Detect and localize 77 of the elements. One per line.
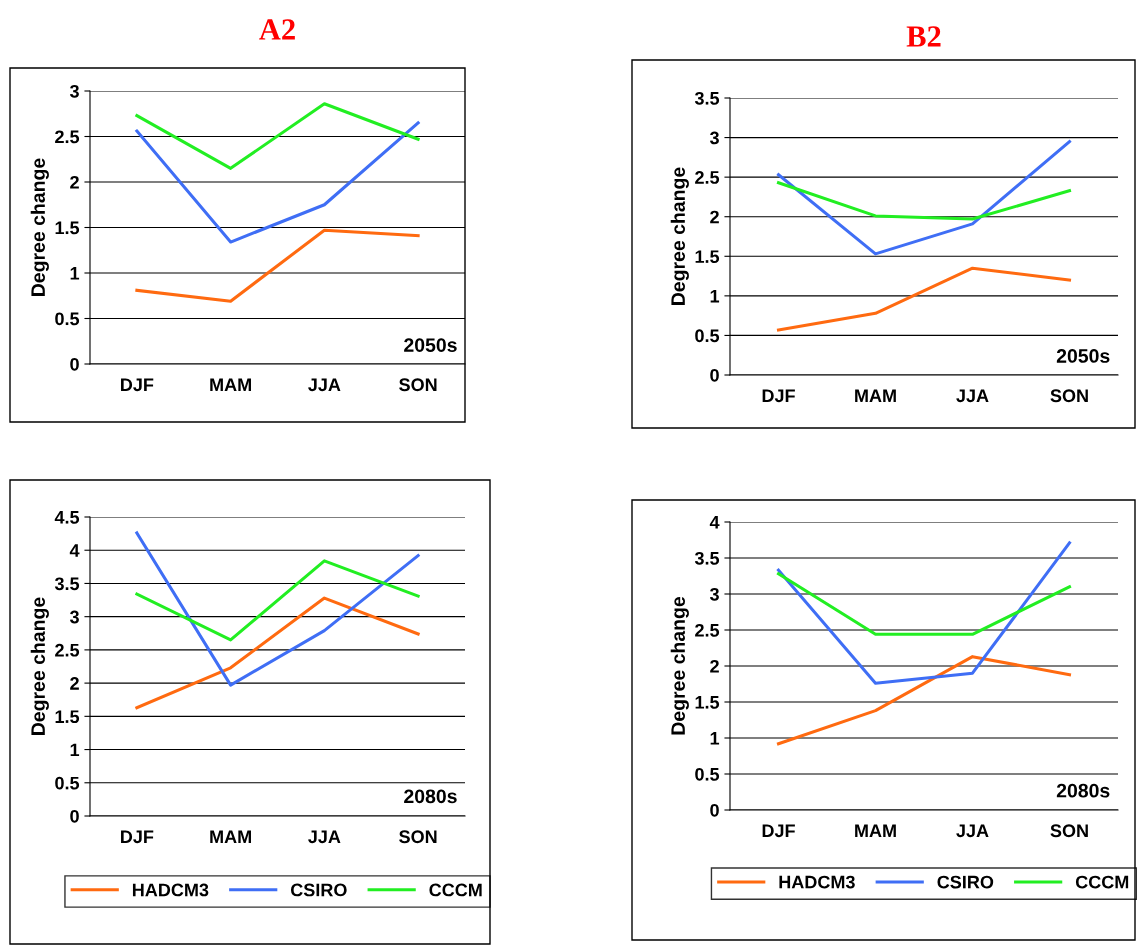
legend-label: CCCM <box>429 883 482 897</box>
x-tick-label: MAM <box>855 824 896 837</box>
y-tick-label: 3 <box>709 587 719 601</box>
x-tick-label: JJA <box>308 830 341 844</box>
x-tick-label: MAM <box>855 389 896 402</box>
line-series <box>776 266 1072 332</box>
x-tick-label: MAM <box>210 378 251 391</box>
legend-label: HADCM3 <box>779 875 855 889</box>
x-tick-label: JJA <box>956 389 989 403</box>
legend-label: CSIRO <box>290 883 347 897</box>
x-tick-label: SON <box>1050 824 1088 838</box>
y-axis-title: Degree change <box>30 158 49 296</box>
y-tick-label: 2.5 <box>695 171 720 184</box>
y-tick-label: 1.5 <box>55 221 80 235</box>
y-tick-label: 3 <box>69 84 79 98</box>
y-tick-label: 1 <box>70 743 80 757</box>
y-axis-title: Degree change <box>670 167 689 305</box>
y-tick-label: 1 <box>710 289 720 303</box>
y-tick-label: 4.5 <box>54 511 80 524</box>
y-tick-label: 0.5 <box>55 312 80 326</box>
y-axis-title: Degree change <box>30 597 49 735</box>
y-tick-label: 0 <box>70 357 79 371</box>
y-tick-label: 0 <box>710 368 719 382</box>
line-series <box>135 559 420 642</box>
y-tick-label: 2.5 <box>55 643 80 657</box>
y-tick-label: 2 <box>710 659 719 673</box>
y-axis-title: Degree change <box>670 596 689 735</box>
y-tick-label: 0.5 <box>695 767 720 781</box>
y-tick-label: 3.5 <box>694 551 720 565</box>
y-tick-label: 2.5 <box>55 130 80 144</box>
x-tick-label: JJA <box>956 824 989 838</box>
x-tick-label: SON <box>399 830 437 844</box>
y-tick-label: 1.5 <box>695 250 720 264</box>
line-series <box>135 596 420 710</box>
y-tick-label: 2 <box>70 175 79 189</box>
y-tick-label: 2 <box>70 677 79 690</box>
x-tick-label: DJF <box>121 830 154 844</box>
x-tick-label: JJA <box>308 378 341 392</box>
x-tick-label: DJF <box>762 389 795 403</box>
line-series <box>135 228 420 303</box>
x-tick-label: SON <box>1050 389 1088 403</box>
y-tick-label: 3 <box>709 131 719 145</box>
y-tick-label: 1 <box>710 732 720 745</box>
chart-title: A2 <box>259 19 295 40</box>
annotation: 2080s <box>1056 783 1110 798</box>
y-tick-label: 4 <box>709 516 720 529</box>
line-series <box>776 541 1072 685</box>
legend-label: CCCM <box>1075 875 1129 889</box>
y-tick-label: 0 <box>70 809 79 823</box>
y-tick-label: 4 <box>69 544 80 557</box>
line-series <box>776 655 1072 746</box>
chart-title: B2 <box>906 26 941 47</box>
y-tick-label: 2 <box>710 210 719 224</box>
annotation: 2050s <box>404 338 457 352</box>
line-series <box>135 531 420 687</box>
y-tick-label: 1.5 <box>695 696 720 709</box>
y-tick-label: 0.5 <box>695 329 720 343</box>
y-tick-label: 1 <box>70 267 80 280</box>
y-tick-label: 2.5 <box>695 623 720 637</box>
legend-label: CSIRO <box>937 875 994 889</box>
x-tick-label: DJF <box>121 378 154 392</box>
y-tick-label: 0 <box>710 803 719 817</box>
y-tick-label: 3.5 <box>54 577 80 591</box>
line-series <box>776 181 1072 221</box>
line-series <box>135 121 420 244</box>
x-tick-label: SON <box>399 378 437 392</box>
line-series <box>135 102 420 170</box>
line-series <box>776 140 1072 256</box>
annotation: 2080s <box>404 789 457 804</box>
y-tick-label: 3.5 <box>694 91 720 105</box>
y-tick-label: 3 <box>69 610 79 624</box>
x-tick-label: MAM <box>210 830 251 843</box>
y-tick-label: 0.5 <box>55 776 80 790</box>
y-tick-label: 1.5 <box>55 710 80 724</box>
legend-label: HADCM3 <box>132 883 209 897</box>
annotation: 2050s <box>1056 349 1110 363</box>
x-tick-label: DJF <box>762 824 795 838</box>
